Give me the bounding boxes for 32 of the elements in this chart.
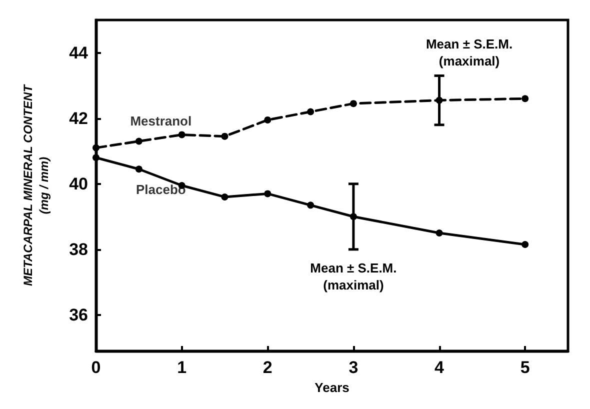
y-tick-label: 44 — [69, 43, 89, 62]
point — [522, 95, 529, 102]
point — [135, 138, 142, 145]
x-tick-label: 3 — [348, 358, 358, 377]
y-tick-label: 38 — [69, 240, 88, 259]
x-tick-label: 5 — [520, 358, 530, 377]
point — [92, 154, 100, 162]
annotation: Mean ± S.E.M. (maximal) — [426, 36, 513, 69]
point — [135, 166, 142, 173]
point — [307, 202, 314, 209]
point — [350, 100, 357, 108]
y-tick-label: 42 — [69, 108, 88, 128]
y-axis-title: METACARPAL MINERAL CONTENT (mg / mm) — [21, 83, 51, 286]
x-tick-label: 0 — [91, 358, 101, 377]
series-label: Placebo — [136, 182, 186, 198]
point — [178, 131, 186, 138]
x-tick-label: 1 — [177, 358, 187, 377]
y-tick-label: 36 — [69, 305, 88, 324]
point — [436, 230, 443, 237]
point — [307, 108, 314, 116]
point — [92, 144, 100, 152]
annotation: Mean ± S.E.M. (maximal) — [310, 260, 397, 292]
y-tick-label: 40 — [69, 174, 88, 194]
point — [522, 240, 529, 248]
point — [221, 193, 228, 200]
x-tick-label: 2 — [262, 358, 272, 377]
series-label: Mestranol — [130, 113, 192, 128]
point — [221, 132, 228, 140]
x-axis-title: Years — [314, 380, 350, 395]
point — [264, 190, 272, 198]
point — [264, 116, 272, 124]
x-tick-label: 4 — [434, 358, 445, 377]
